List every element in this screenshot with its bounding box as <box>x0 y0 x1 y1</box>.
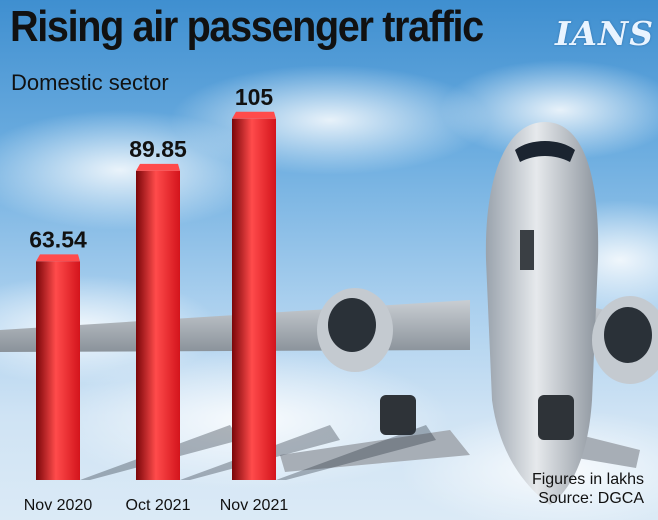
bar-value-label: 89.85 <box>129 136 187 162</box>
bar-value-label: 105 <box>235 84 274 110</box>
units-note: Figures in lakhs <box>531 471 644 488</box>
bar-shadow <box>276 425 436 480</box>
bar-top <box>36 254 80 262</box>
bar <box>36 261 80 480</box>
bar-top <box>136 163 180 171</box>
category-label: Nov 2020 <box>24 497 93 514</box>
chart-subtitle: Domestic sector <box>11 70 169 95</box>
chart-footnote: Figures in lakhs Source: DGCA <box>532 470 644 508</box>
bar-top <box>232 111 276 119</box>
bar-value-label: 63.54 <box>29 226 87 252</box>
category-label: Nov 2021 <box>220 497 289 514</box>
category-label: Oct 2021 <box>126 497 191 514</box>
bar <box>232 118 276 481</box>
source-note: Source: DGCA <box>538 490 644 507</box>
chart-title: Rising air passenger traffic <box>10 2 484 51</box>
bar <box>136 170 180 480</box>
ians-logo: IANS <box>555 14 655 53</box>
